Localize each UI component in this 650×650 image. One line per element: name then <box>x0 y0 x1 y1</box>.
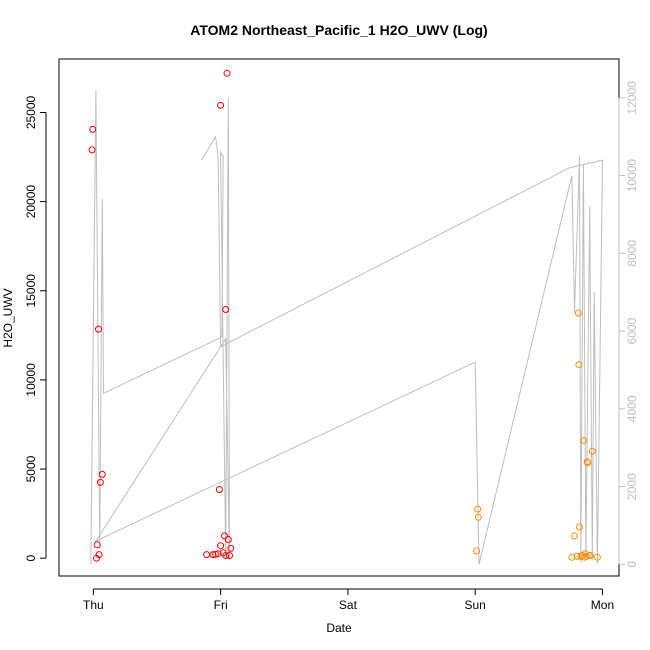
data-point <box>222 552 230 559</box>
point-layer <box>88 69 601 562</box>
y2-tick-label: 4000 <box>625 395 639 422</box>
x-tick-label: Sun <box>465 598 486 612</box>
data-point <box>214 550 222 558</box>
data-point <box>473 547 480 555</box>
y-tick-label: 15000 <box>24 274 38 308</box>
data-point <box>223 69 231 77</box>
data-point <box>209 551 217 559</box>
plot-box <box>58 58 620 577</box>
y-tick-label: 10000 <box>24 363 38 397</box>
y2-tick-label: 8000 <box>625 240 639 267</box>
data-point <box>203 551 211 559</box>
x-tick-label: Sat <box>339 598 358 612</box>
data-point <box>96 478 104 486</box>
y-tick-label: 25000 <box>24 95 38 129</box>
y-tick-label: 20000 <box>24 185 38 219</box>
data-point <box>89 125 97 133</box>
series-line <box>90 90 604 565</box>
data-point <box>579 437 587 444</box>
data-point <box>217 101 225 109</box>
data-point <box>221 532 228 540</box>
y2-tick-label: 0 <box>625 561 639 568</box>
y-axis-right: 0 2000 4000 6000 8000 10000 12000 <box>618 81 639 568</box>
data-point <box>212 550 219 558</box>
data-point <box>88 146 96 154</box>
data-point <box>588 447 596 455</box>
data-point <box>474 513 482 521</box>
data-point <box>574 309 582 317</box>
y-tick-label: 0 <box>24 555 38 562</box>
y2-tick-label: 2000 <box>625 473 639 500</box>
data-point <box>98 470 106 478</box>
data-point <box>215 486 223 493</box>
x-tick-label: Mon <box>591 598 614 612</box>
data-point <box>95 325 102 333</box>
x-tick-label: Thu <box>83 598 104 612</box>
y2-tick-label: 10000 <box>625 159 639 193</box>
line-layer <box>90 90 604 565</box>
data-point <box>93 541 101 549</box>
data-point <box>593 553 601 561</box>
data-point <box>227 544 235 552</box>
data-point <box>224 536 232 543</box>
data-point <box>222 306 230 313</box>
x-axis: Thu Fri Sat Sun Mon <box>83 588 614 612</box>
y2-tick-label: 12000 <box>625 81 639 115</box>
y-axis: 0 5000 10000 15000 20000 25000 <box>24 95 47 562</box>
chart-title: ATOM2 Northeast_Pacific_1 H2O_UWV (Log) <box>190 22 487 38</box>
data-point <box>571 532 578 540</box>
data-point <box>95 551 103 559</box>
y-axis-label: H2O_UWV <box>1 288 15 347</box>
data-point <box>474 505 482 513</box>
data-point <box>226 552 233 559</box>
y2-tick-label: 6000 <box>625 317 639 344</box>
data-point <box>217 542 225 550</box>
x-tick-label: Fri <box>214 598 228 612</box>
y-tick-label: 5000 <box>24 455 38 482</box>
data-point <box>584 459 592 467</box>
data-point <box>568 553 576 561</box>
data-point <box>586 552 594 559</box>
data-point <box>575 361 583 369</box>
x-axis-label: Date <box>326 621 352 635</box>
plot-frame <box>58 58 620 577</box>
data-point <box>576 523 583 531</box>
data-point <box>573 552 581 560</box>
